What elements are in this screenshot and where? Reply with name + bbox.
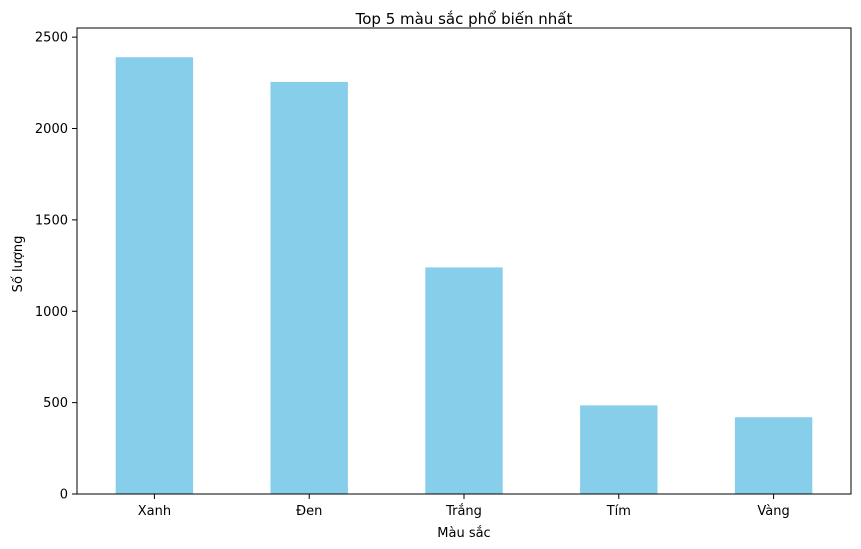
x-tick-label-1: Đen (296, 504, 322, 519)
y-tick-label-2: 1000 (35, 305, 68, 320)
chart-title: Top 5 màu sắc phổ biến nhất (355, 10, 573, 28)
x-axis: Xanh Đen Trắng Tím Vàng (138, 494, 790, 519)
y-tick-label-1: 500 (43, 396, 68, 411)
y-tick-label-3: 1500 (35, 213, 68, 228)
bars-group (115, 57, 813, 495)
x-tick-label-0: Xanh (138, 504, 171, 519)
plot-frame (76, 27, 852, 495)
bar-3 (580, 405, 658, 494)
x-tick-label-4: Vàng (757, 504, 789, 519)
y-axis: 0 500 1000 1500 2000 2500 (35, 31, 77, 503)
bar-1 (270, 81, 348, 495)
y-tick-label-0: 0 (60, 488, 68, 503)
bar-2 (425, 267, 503, 494)
bar-4 (734, 417, 813, 494)
bar-0 (115, 57, 194, 494)
y-axis-label: Số lượng (11, 236, 26, 293)
x-axis-label: Màu sắc (437, 526, 490, 541)
y-tick-label-4: 2000 (35, 122, 68, 137)
x-tick-label-3: Tím (606, 504, 631, 519)
y-tick-label-5: 2500 (35, 31, 68, 46)
x-tick-label-2: Trắng (445, 504, 482, 519)
